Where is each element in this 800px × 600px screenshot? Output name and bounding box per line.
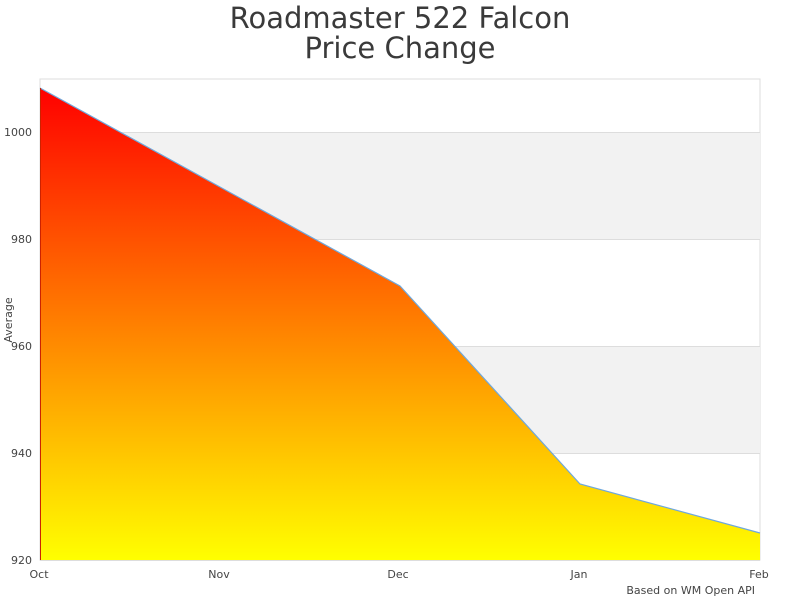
y-tick: 980 — [11, 233, 32, 246]
y-tick: 920 — [11, 554, 32, 567]
x-axis: Oct Nov Dec Jan Feb — [29, 568, 768, 581]
x-tick: Feb — [749, 568, 768, 581]
x-tick: Nov — [208, 568, 230, 581]
area-fill — [40, 88, 760, 560]
y-tick: 1000 — [4, 126, 32, 139]
chart-title-line1: Roadmaster 522 Falcon — [229, 1, 571, 35]
y-axis: 1000 980 960 940 920 — [4, 126, 32, 567]
chart-title-line2: Price Change — [304, 31, 496, 65]
x-tick: Oct — [29, 568, 49, 581]
x-tick: Dec — [387, 568, 408, 581]
chart-title: Roadmaster 522 Falcon Price Change — [0, 0, 800, 63]
y-tick: 960 — [11, 340, 32, 353]
y-tick: 940 — [11, 447, 32, 460]
series-line — [39, 87, 761, 534]
x-tick: Jan — [570, 568, 588, 581]
credit-text: Based on WM Open API — [626, 584, 755, 597]
y-axis-label: Average — [2, 297, 15, 342]
